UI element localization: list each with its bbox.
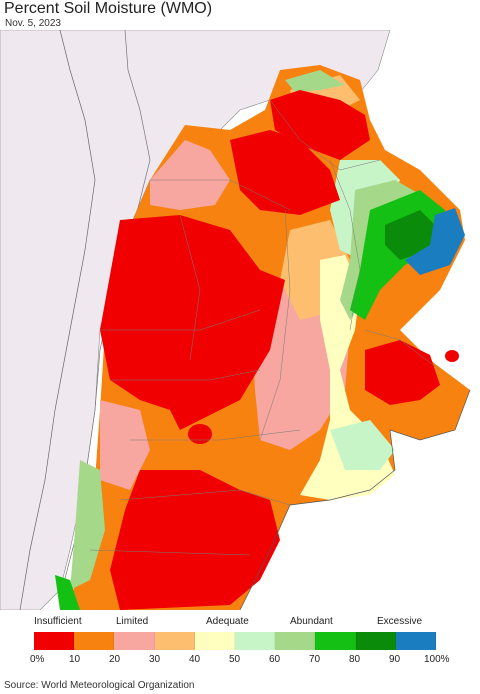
region-insufficient-paraguay <box>270 90 370 160</box>
legend-category-excessive: Excessive <box>377 616 423 627</box>
region-insufficient-west <box>100 215 285 430</box>
legend-swatch-9 <box>395 632 437 650</box>
source-credit: Source: World Meteorological Organizatio… <box>4 680 195 691</box>
legend-tick: 50 <box>229 654 241 665</box>
legend-category-limited: Limited <box>116 616 149 627</box>
map-title: Percent Soil Moisture (WMO) <box>4 0 213 17</box>
legend-category-abundant: Abundant <box>290 616 333 627</box>
legend-tick: 80 <box>349 654 361 665</box>
legend: Insufficient Limited Adequate Abundant E… <box>0 612 480 672</box>
region-medium-green-west <box>70 460 105 590</box>
legend-swatch-7 <box>315 632 356 650</box>
region-pink-west <box>100 400 150 490</box>
legend-swatch-3 <box>154 632 195 650</box>
legend-tick: 40 <box>189 654 201 665</box>
region-medium-green-north <box>285 70 345 92</box>
legend-swatch-5 <box>235 632 276 650</box>
province-boundaries <box>89 99 441 556</box>
chile-coastline <box>19 30 96 610</box>
legend-swatch-8 <box>355 632 396 650</box>
soil-moisture-map <box>0 30 480 610</box>
map-date: Nov. 5, 2023 <box>5 18 61 29</box>
legend-category-adequate: Adequate <box>206 616 249 627</box>
legend-tick: 100% <box>424 654 450 665</box>
region-pink-north <box>150 140 230 210</box>
region-excessive <box>405 208 465 275</box>
legend-tick: 30 <box>149 654 161 665</box>
legend-tick: 10 <box>69 654 81 665</box>
atlantic-coastline <box>239 389 471 610</box>
legend-swatch-0 <box>34 632 75 650</box>
region-green-south <box>55 575 80 610</box>
region-insufficient-spot-3 <box>445 350 459 362</box>
legend-category-insufficient: Insufficient <box>34 616 82 627</box>
legend-swatch-4 <box>194 632 236 650</box>
legend-color-bar <box>34 632 437 650</box>
legend-tick: 0% <box>30 654 45 665</box>
legend-swatch-1 <box>74 632 115 650</box>
region-insufficient-spot-2 <box>232 572 248 584</box>
legend-swatch-6 <box>275 632 316 650</box>
legend-tick: 70 <box>309 654 321 665</box>
legend-tick: 60 <box>269 654 281 665</box>
region-insufficient-spot <box>188 424 212 444</box>
region-pale-green-east <box>330 420 395 470</box>
legend-tick: 90 <box>389 654 401 665</box>
legend-tick: 20 <box>109 654 121 665</box>
legend-swatch-2 <box>114 632 155 650</box>
